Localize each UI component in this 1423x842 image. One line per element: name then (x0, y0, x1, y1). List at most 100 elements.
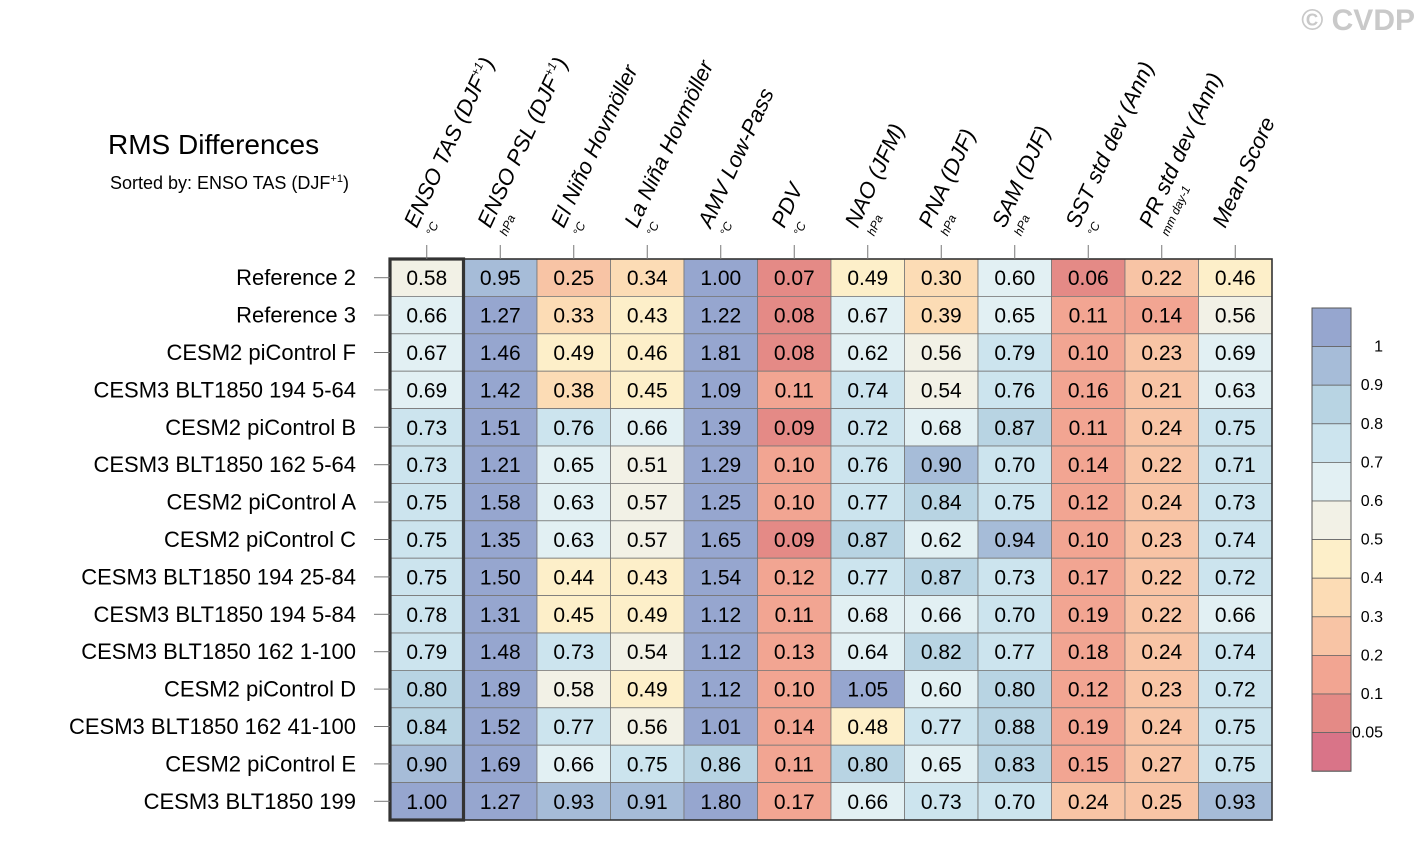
row-label: CESM2 piControl B (165, 415, 356, 440)
cell-value: 0.08 (774, 342, 815, 365)
cell-value: 0.39 (921, 305, 962, 328)
heatmap-cell (389, 595, 464, 634)
cell-value: 1.35 (480, 529, 521, 552)
heatmap-cell (1051, 782, 1126, 821)
chart-subtitle: Sorted by: ENSO TAS (DJF+1) (110, 173, 349, 194)
row-label: CESM2 piControl A (166, 490, 356, 515)
cell-value: 0.33 (553, 305, 594, 328)
heatmap-cell (904, 632, 979, 671)
heatmap-cell (830, 782, 905, 821)
cell-value: 0.11 (1069, 305, 1108, 328)
cell-value: 1.48 (480, 641, 521, 664)
cell-value: 1.29 (700, 454, 741, 477)
row-label: CESM2 piControl E (165, 751, 356, 776)
heatmap-cell (1124, 295, 1199, 335)
colorbar-label: 0.05 (1352, 725, 1383, 742)
cell-value: 0.73 (1215, 492, 1256, 515)
heatmap-cell (610, 707, 685, 746)
cell-value: 1.01 (700, 716, 741, 739)
cell-value: 0.70 (994, 604, 1035, 627)
column-label-name: Mean Score (1207, 113, 1280, 231)
row-label: CESM3 BLT1850 194 25-84 (81, 564, 356, 589)
cell-value: 0.72 (1215, 566, 1256, 589)
heatmap-cell (830, 670, 905, 709)
cell-value: 0.22 (1141, 604, 1182, 627)
cell-value: 0.83 (994, 753, 1035, 776)
heatmap-cell (977, 520, 1052, 559)
cell-value: 1.80 (700, 791, 741, 814)
column-label: AMV Low-Pass (692, 84, 779, 233)
cell-value: 0.76 (994, 379, 1035, 402)
column-unit: °C (570, 219, 589, 237)
heatmap-cell (904, 258, 979, 297)
heatmap-cell (1051, 295, 1126, 335)
cell-value: 0.80 (406, 679, 447, 702)
cell-value: 0.75 (627, 753, 668, 776)
heatmap-cell (1124, 632, 1199, 671)
cell-value: 1.58 (480, 492, 521, 515)
cell-value: 0.82 (921, 641, 962, 664)
heatmap-cell (536, 557, 611, 597)
row-label: CESM3 BLT1850 194 5-64 (93, 377, 356, 402)
cell-value: 0.93 (553, 791, 594, 814)
heatmap-cell (683, 782, 758, 821)
cell-value: 0.46 (627, 342, 668, 365)
cell-value: 0.62 (921, 529, 962, 552)
cell-value: 0.68 (847, 604, 888, 627)
cell-value: 0.79 (406, 641, 447, 664)
cell-value: 1.46 (480, 342, 521, 365)
heatmap-cell (757, 408, 832, 447)
cell-value: 0.73 (994, 566, 1035, 589)
heatmap-cell (683, 632, 758, 671)
cell-value: 0.72 (847, 417, 888, 440)
column-label-name: AMV Low-Pass (692, 84, 779, 233)
cell-value: 0.87 (847, 529, 888, 552)
row-label: CESM3 BLT1850 162 41-100 (69, 714, 356, 739)
heatmap-cell (1124, 482, 1199, 522)
cell-value: 0.57 (627, 529, 668, 552)
cell-value: 1.12 (700, 604, 741, 627)
cell-value: 0.45 (553, 604, 594, 627)
heatmap-cell (1198, 445, 1273, 484)
cell-value: 0.43 (627, 305, 668, 328)
heatmap-cell (1124, 707, 1199, 746)
heatmap-cell (1051, 632, 1126, 671)
subtitle-suffix: ) (342, 173, 349, 193)
colorbar-swatch (1311, 732, 1352, 772)
cell-value: 0.75 (994, 492, 1035, 515)
heatmap-cell (389, 482, 464, 522)
heatmap-cell (830, 707, 905, 746)
cell-value: 0.66 (847, 791, 888, 814)
heatmap-cell (757, 333, 832, 372)
heatmap-cell (977, 707, 1052, 746)
heatmap-cell (1051, 408, 1126, 447)
cell-value: 0.09 (774, 417, 815, 440)
heatmap-cell (977, 258, 1052, 297)
cell-value: 0.67 (847, 305, 888, 328)
heatmap-cell (389, 333, 464, 372)
heatmap-cell (610, 670, 685, 709)
column-unit: °C (717, 219, 736, 237)
heatmap-cell (610, 258, 685, 297)
heatmap-cell (1051, 258, 1126, 297)
cell-value: 0.10 (774, 679, 815, 702)
heatmap-cell (830, 482, 905, 522)
cell-value: 1.65 (700, 529, 741, 552)
heatmap-cell (757, 482, 832, 522)
heatmap-cell (1198, 333, 1273, 372)
colorbar-label: 0.7 (1361, 454, 1383, 471)
row-label: Reference 2 (236, 265, 356, 290)
cell-value: 0.23 (1141, 342, 1182, 365)
heatmap-cell (389, 408, 464, 447)
cell-value: 0.14 (774, 716, 815, 739)
cell-value: 0.80 (847, 753, 888, 776)
heatmap-cell (1051, 482, 1126, 522)
column-label-superscript: +1 (541, 60, 559, 78)
heatmap-cell (536, 520, 611, 559)
cell-value: 0.17 (1068, 566, 1109, 589)
cell-value: 1.27 (480, 791, 521, 814)
cell-value: 0.58 (406, 267, 447, 290)
cell-value: 0.72 (1215, 679, 1256, 702)
heatmap-cell (683, 333, 758, 372)
cell-value: 0.75 (1215, 417, 1256, 440)
